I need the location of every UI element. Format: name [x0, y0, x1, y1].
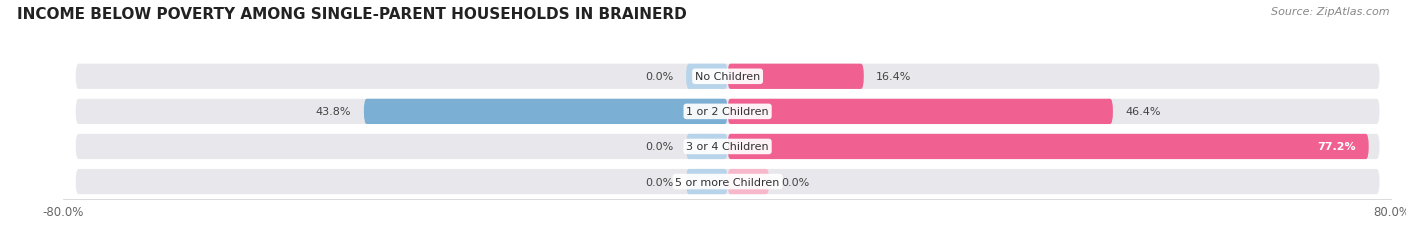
FancyBboxPatch shape: [686, 64, 728, 90]
Text: 77.2%: 77.2%: [1317, 142, 1357, 152]
Text: 46.4%: 46.4%: [1125, 107, 1161, 117]
FancyBboxPatch shape: [686, 169, 728, 194]
Text: 1 or 2 Children: 1 or 2 Children: [686, 107, 769, 117]
FancyBboxPatch shape: [76, 99, 1379, 125]
FancyBboxPatch shape: [364, 99, 728, 125]
Text: 5 or more Children: 5 or more Children: [675, 177, 780, 187]
Text: 3 or 4 Children: 3 or 4 Children: [686, 142, 769, 152]
Text: No Children: No Children: [695, 72, 761, 82]
FancyBboxPatch shape: [76, 169, 1379, 194]
FancyBboxPatch shape: [76, 134, 1379, 159]
FancyBboxPatch shape: [728, 134, 1368, 159]
Text: 16.4%: 16.4%: [876, 72, 911, 82]
FancyBboxPatch shape: [686, 134, 728, 159]
FancyBboxPatch shape: [728, 64, 863, 90]
Text: 0.0%: 0.0%: [782, 177, 810, 187]
Text: INCOME BELOW POVERTY AMONG SINGLE-PARENT HOUSEHOLDS IN BRAINERD: INCOME BELOW POVERTY AMONG SINGLE-PARENT…: [17, 7, 686, 22]
Text: 0.0%: 0.0%: [645, 177, 673, 187]
Text: 0.0%: 0.0%: [645, 72, 673, 82]
Text: 0.0%: 0.0%: [645, 142, 673, 152]
Text: 43.8%: 43.8%: [316, 107, 352, 117]
FancyBboxPatch shape: [728, 99, 1114, 125]
FancyBboxPatch shape: [76, 64, 1379, 90]
FancyBboxPatch shape: [728, 169, 769, 194]
Text: Source: ZipAtlas.com: Source: ZipAtlas.com: [1271, 7, 1389, 17]
